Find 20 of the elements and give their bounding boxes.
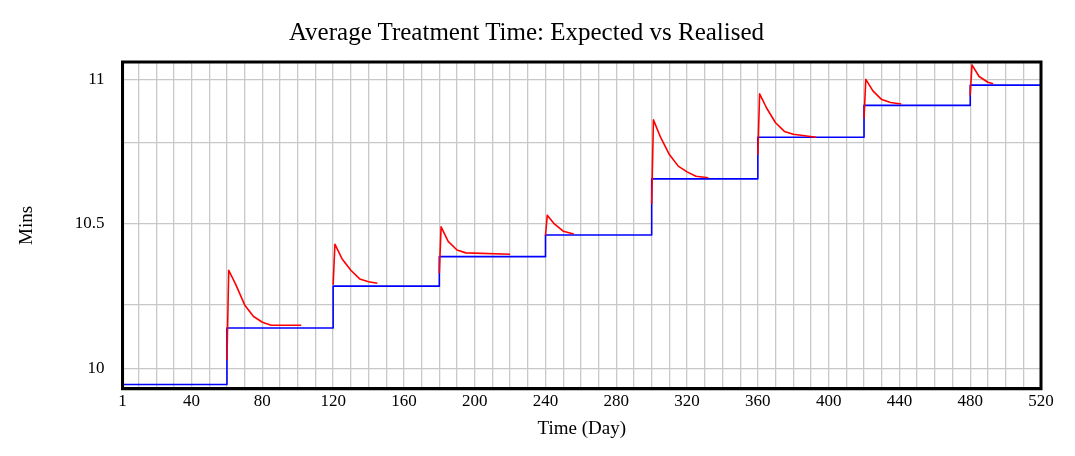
x-tick-label: 520 (1028, 391, 1054, 411)
x-tick-label: 160 (391, 391, 417, 411)
x-tick-label: 280 (603, 391, 630, 411)
x-tick-label: 320 (674, 391, 700, 411)
x-tick-label: 120 (320, 391, 346, 411)
x-axis-title: Time (Day) (537, 416, 627, 439)
y-tick-label: 10.5 (74, 213, 105, 233)
x-tick-label: 440 (886, 391, 913, 411)
chart-title: Average Treatment Time: Expected vs Realised (288, 17, 765, 45)
x-tick-label: 240 (532, 391, 559, 411)
x-tick-label: 80 (253, 391, 271, 411)
y-tick-label: 10 (87, 358, 105, 378)
x-tick-label: 400 (815, 391, 842, 411)
x-tick-label: 40 (183, 391, 201, 411)
x-tick-label: 360 (745, 391, 771, 411)
y-tick-label: 11 (88, 68, 105, 88)
x-tick-label: 1 (118, 391, 127, 411)
x-tick-label: 480 (957, 391, 983, 411)
y-axis-title: Mins (15, 205, 37, 245)
x-tick-label: 200 (461, 391, 488, 411)
